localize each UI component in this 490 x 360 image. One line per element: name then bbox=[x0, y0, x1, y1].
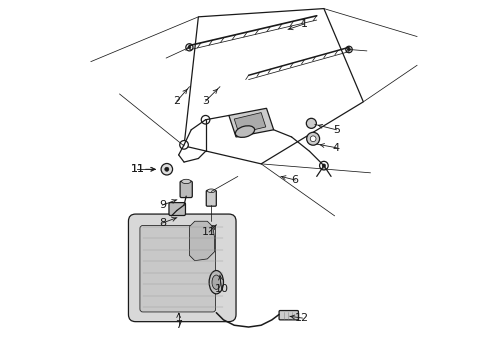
Text: 1: 1 bbox=[301, 19, 308, 29]
Text: 8: 8 bbox=[159, 218, 166, 228]
Text: 5: 5 bbox=[333, 125, 340, 135]
Polygon shape bbox=[234, 113, 266, 134]
Circle shape bbox=[346, 46, 352, 53]
Text: 11: 11 bbox=[130, 164, 145, 174]
Text: 11: 11 bbox=[130, 164, 145, 174]
Circle shape bbox=[322, 164, 326, 167]
Text: 10: 10 bbox=[215, 284, 229, 294]
FancyBboxPatch shape bbox=[279, 311, 298, 320]
Text: 4: 4 bbox=[333, 143, 340, 153]
Circle shape bbox=[161, 163, 172, 175]
FancyBboxPatch shape bbox=[180, 181, 192, 198]
Circle shape bbox=[310, 136, 316, 141]
Polygon shape bbox=[190, 221, 215, 261]
Text: 6: 6 bbox=[292, 175, 299, 185]
Text: 9: 9 bbox=[159, 200, 166, 210]
Circle shape bbox=[180, 140, 188, 149]
Circle shape bbox=[307, 132, 319, 145]
Circle shape bbox=[319, 161, 328, 170]
Text: 7: 7 bbox=[175, 320, 182, 330]
Circle shape bbox=[165, 167, 169, 171]
Ellipse shape bbox=[212, 275, 220, 289]
Circle shape bbox=[201, 116, 210, 124]
Circle shape bbox=[188, 46, 191, 49]
Ellipse shape bbox=[181, 179, 191, 184]
Circle shape bbox=[347, 48, 350, 51]
Text: 3: 3 bbox=[202, 96, 209, 106]
FancyBboxPatch shape bbox=[140, 226, 216, 312]
FancyBboxPatch shape bbox=[169, 203, 186, 216]
Text: 2: 2 bbox=[173, 96, 180, 106]
Text: 12: 12 bbox=[295, 313, 310, 323]
Ellipse shape bbox=[207, 189, 215, 193]
Polygon shape bbox=[229, 108, 274, 137]
FancyBboxPatch shape bbox=[206, 190, 216, 206]
Ellipse shape bbox=[209, 271, 223, 294]
FancyBboxPatch shape bbox=[128, 214, 236, 321]
Circle shape bbox=[306, 118, 317, 129]
Circle shape bbox=[186, 44, 193, 51]
Ellipse shape bbox=[235, 126, 255, 138]
Text: 11: 11 bbox=[202, 227, 216, 237]
